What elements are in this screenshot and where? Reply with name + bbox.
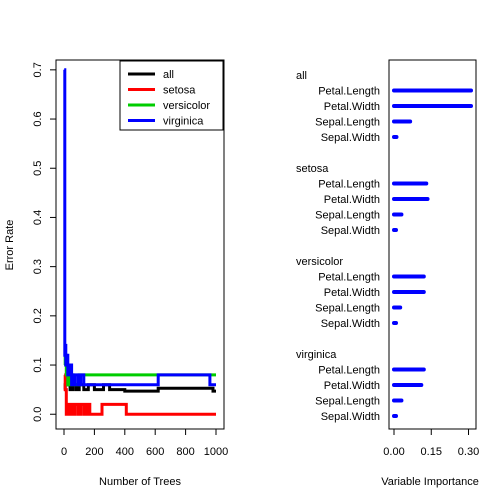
y-tick-label: 0.1 [32, 357, 44, 372]
series-line-virginica [63, 68, 216, 387]
x-axis: 0 200 400 600 800 1000 [61, 428, 228, 458]
x-tick-label: 200 [85, 446, 103, 458]
legend-label-virginica: virginica [163, 116, 204, 128]
x-tick-label: 1000 [204, 446, 228, 458]
y-axis-label: Error Rate [4, 220, 16, 271]
importance-x-axis: 0.00 0.15 0.30 [383, 428, 479, 458]
importance-tick-label: 0.15 [421, 446, 442, 458]
variable-label: Petal.Width [324, 287, 380, 299]
importance-points [392, 88, 473, 418]
y-tick-label: 0.4 [32, 210, 44, 225]
legend-label-all: all [163, 69, 174, 81]
variable-label: Petal.Length [318, 179, 380, 191]
legend-label-versicolor: versicolor [163, 100, 210, 112]
legend-label-setosa: setosa [163, 85, 196, 97]
x-axis-label: Number of Trees [99, 476, 181, 488]
variable-label: Sepal.Length [315, 396, 380, 408]
group-label-virginica: virginica [296, 349, 337, 361]
variable-label: Sepal.Length [315, 210, 380, 222]
variable-label: Sepal.Width [321, 318, 380, 330]
group-label-versicolor: versicolor [296, 256, 343, 268]
y-tick-label: 0.3 [32, 259, 44, 274]
variable-label: Sepal.Length [315, 303, 380, 315]
variable-label: Petal.Width [324, 380, 380, 392]
variable-label: Petal.Length [318, 86, 380, 98]
importance-tick-label: 0.30 [458, 446, 479, 458]
x-tick-label: 400 [116, 446, 134, 458]
importance-axis-label: Variable Importance [381, 476, 479, 488]
variable-label: Petal.Width [324, 194, 380, 206]
variable-labels: all Petal.Length Petal.Width Sepal.Length Se… [296, 70, 380, 423]
x-tick-label: 600 [146, 446, 164, 458]
y-axis: 0.0 0.1 0.2 0.3 0.4 0.5 0.6 0.7 [32, 62, 57, 422]
group-label-setosa: setosa [296, 163, 329, 175]
variable-label: Petal.Length [318, 365, 380, 377]
group-label-all: all [296, 70, 307, 82]
dotchart-frame [388, 59, 477, 430]
series-line-setosa [63, 373, 216, 416]
series-line-versicolor [63, 353, 216, 387]
variable-label: Petal.Width [324, 101, 380, 113]
x-tick-label: 800 [176, 446, 194, 458]
y-tick-label: 0.5 [32, 161, 44, 176]
importance-tick-label: 0.00 [383, 446, 404, 458]
variable-label: Sepal.Width [321, 132, 380, 144]
error-rate-plot: 0 200 400 600 800 1000 0.00.10.20.30.40.50.60… [4, 59, 228, 488]
y-tick-label: 0.6 [32, 111, 44, 126]
variable-label: Sepal.Width [321, 225, 380, 237]
series-lines [63, 68, 216, 416]
variable-label: Petal.Length [318, 272, 380, 284]
y-tick-label: 0.7 [32, 62, 44, 77]
variable-label: Sepal.Width [321, 411, 380, 423]
legend: all setosa versicolor virginica [119, 60, 224, 131]
y-tick-label: 0.2 [32, 308, 44, 323]
variable-label: Sepal.Length [315, 117, 380, 129]
x-tick-label: 0 [61, 446, 67, 458]
y-tick-label: 0.0 [32, 407, 44, 422]
variable-importance-plot: all Petal.Length Petal.Width Sepal.Length Se… [296, 59, 479, 488]
